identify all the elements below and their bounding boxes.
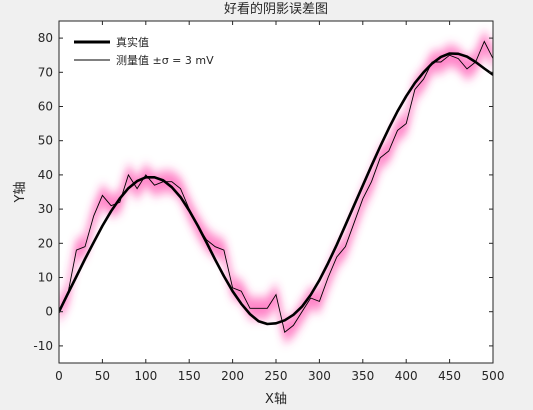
x-tick-label: 300 bbox=[308, 369, 331, 383]
x-tick-label: 350 bbox=[351, 369, 374, 383]
y-axis-label: Y轴 bbox=[13, 182, 28, 204]
measured-series-line bbox=[59, 40, 493, 333]
y-tick-label: 10 bbox=[38, 271, 53, 285]
line-layer bbox=[59, 40, 493, 333]
y-tick-label: 20 bbox=[38, 236, 53, 250]
x-tick-label: 400 bbox=[395, 369, 418, 383]
x-tick-label: 500 bbox=[482, 369, 505, 383]
x-tick-label: 450 bbox=[438, 369, 461, 383]
y-tick-label: 60 bbox=[38, 100, 53, 114]
chart-title: 好看的阴影误差图 bbox=[224, 1, 328, 17]
y-tick-label: 50 bbox=[38, 134, 53, 148]
x-tick-label: 250 bbox=[265, 369, 288, 383]
y-tick-label: 70 bbox=[38, 65, 53, 79]
x-tick-label: 0 bbox=[55, 369, 63, 383]
legend: 真实值 测量值 ±σ = 3 mV bbox=[74, 35, 214, 67]
y-tick-label: 0 bbox=[45, 305, 53, 319]
y-tick-label: 30 bbox=[38, 202, 53, 216]
y-tick-label: -10 bbox=[33, 339, 53, 353]
true-series-line bbox=[59, 52, 493, 326]
x-tick-label: 50 bbox=[95, 369, 110, 383]
y-tick-label: 40 bbox=[38, 168, 53, 182]
x-tick-label: 200 bbox=[221, 369, 244, 383]
y-tick-label: 80 bbox=[38, 31, 53, 45]
x-tick-label: 100 bbox=[134, 369, 157, 383]
legend-true-label: 真实值 bbox=[116, 35, 149, 49]
legend-measured-label: 测量值 ±σ = 3 mV bbox=[116, 54, 214, 67]
x-tick-label: 150 bbox=[178, 369, 201, 383]
tick-layer: 0 50 100 150 200 250 300 350 400 450 500 -10 0 10 20 30… bbox=[33, 21, 504, 383]
x-axis-label: X轴 bbox=[265, 392, 287, 407]
shade-layer bbox=[59, 27, 493, 346]
